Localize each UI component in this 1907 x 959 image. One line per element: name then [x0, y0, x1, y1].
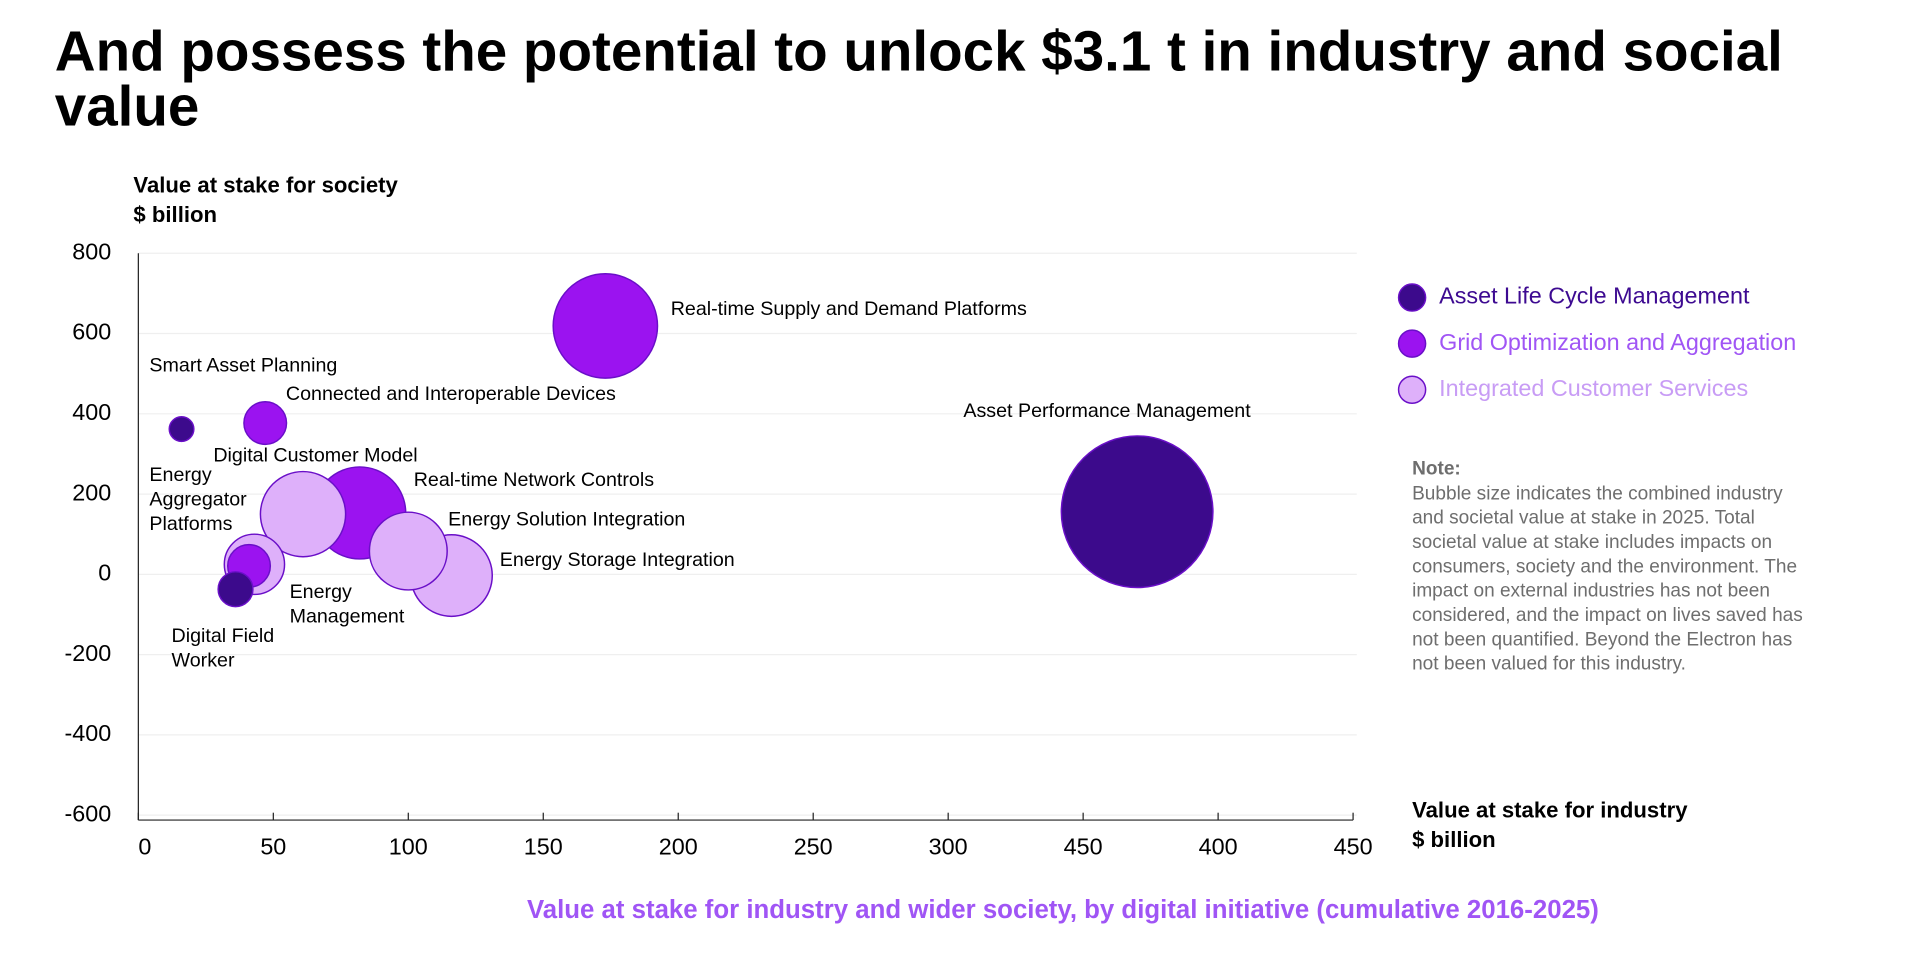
- bubble: [259, 470, 347, 558]
- bubble-label: Connected and Interoperable Devices: [286, 383, 616, 405]
- chart-title: value: [55, 75, 200, 138]
- bubble: [243, 401, 288, 446]
- legend-swatch: [1397, 375, 1427, 405]
- x-tick-label: 250: [794, 834, 833, 860]
- note-line: impact on external industries has not be…: [1412, 581, 1770, 602]
- bubble: [552, 273, 659, 379]
- note-line: considered, and the impact on lives save…: [1412, 605, 1803, 626]
- bubble-label: Smart Asset Planning: [149, 355, 337, 377]
- x-tick-label: 50: [260, 834, 286, 860]
- bubble-label: Energy Solution Integration: [448, 508, 685, 530]
- y-tick-label: -600: [65, 800, 112, 826]
- x-tick-label: 200: [659, 834, 698, 860]
- bubble-label: Management: [290, 605, 405, 627]
- bubble-label: Real-time Network Controls: [414, 469, 654, 491]
- y-tick-label: 400: [72, 399, 111, 425]
- chart-title: And possess the potential to unlock $3.1…: [55, 19, 1783, 82]
- y-tick-label: 200: [72, 479, 111, 505]
- x-tick-label: 450: [1334, 834, 1373, 860]
- x-axis-title: $ billion: [1412, 827, 1496, 852]
- legend-label: Integrated Customer Services: [1439, 375, 1748, 401]
- legend-label: Grid Optimization and Aggregation: [1439, 329, 1796, 355]
- y-axis-title: $ billion: [133, 202, 217, 227]
- x-tick-label: 400: [1199, 834, 1238, 860]
- bubble-label: Asset Performance Management: [963, 400, 1251, 422]
- bubble-label: Energy Storage Integration: [500, 549, 735, 571]
- legend-swatch: [1397, 283, 1427, 312]
- y-tick-label: 800: [72, 238, 111, 264]
- note-line: Bubble size indicates the combined indus…: [1412, 483, 1783, 504]
- x-axis-title: Value at stake for industry: [1412, 797, 1688, 822]
- y-axis-title: Value at stake for society: [133, 173, 398, 198]
- bubble-label: Energy: [149, 464, 211, 486]
- note-line: societal value at stake includes impacts…: [1412, 532, 1772, 553]
- legend-label: Asset Life Cycle Management: [1439, 283, 1750, 309]
- subtitle: Value at stake for industry and wider so…: [527, 896, 1599, 924]
- note-line: consumers, society and the environment. …: [1412, 556, 1797, 577]
- bubble-label: Aggregator: [149, 489, 247, 511]
- note-line: not been valued for this industry.: [1412, 654, 1686, 675]
- legend-swatch: [1397, 329, 1427, 358]
- y-tick-label: 600: [72, 319, 111, 345]
- x-tick-label: 150: [524, 834, 563, 860]
- bubble: [368, 511, 448, 591]
- bubble-label: Platforms: [149, 513, 232, 535]
- x-tick-label: 300: [929, 834, 968, 860]
- bubble-label: Real-time Supply and Demand Platforms: [671, 298, 1027, 320]
- bubble-label: Worker: [172, 650, 235, 672]
- bubble-label: Energy: [290, 581, 352, 603]
- x-tick-label: 450: [1064, 834, 1103, 860]
- bubble: [1060, 435, 1214, 589]
- bubble-label: Digital Field: [172, 625, 275, 647]
- y-tick-label: -400: [65, 720, 112, 746]
- x-tick-label: 100: [389, 834, 428, 860]
- x-tick-label: 0: [138, 834, 151, 860]
- note-title: Note:: [1412, 459, 1461, 480]
- note-line: not been quantified. Beyond the Electron…: [1412, 629, 1792, 650]
- bubble: [217, 571, 254, 608]
- note-line: and societal value at stake in 2025. Tot…: [1412, 508, 1755, 529]
- y-tick-label: -200: [65, 640, 112, 666]
- bubble-label: Digital Customer Model: [213, 444, 417, 466]
- bubble: [168, 416, 195, 443]
- y-tick-label: 0: [98, 560, 111, 586]
